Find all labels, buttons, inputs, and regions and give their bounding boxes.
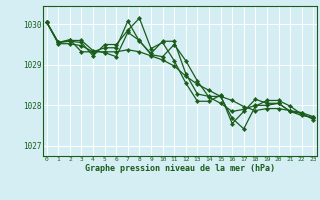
X-axis label: Graphe pression niveau de la mer (hPa): Graphe pression niveau de la mer (hPa): [85, 164, 275, 173]
